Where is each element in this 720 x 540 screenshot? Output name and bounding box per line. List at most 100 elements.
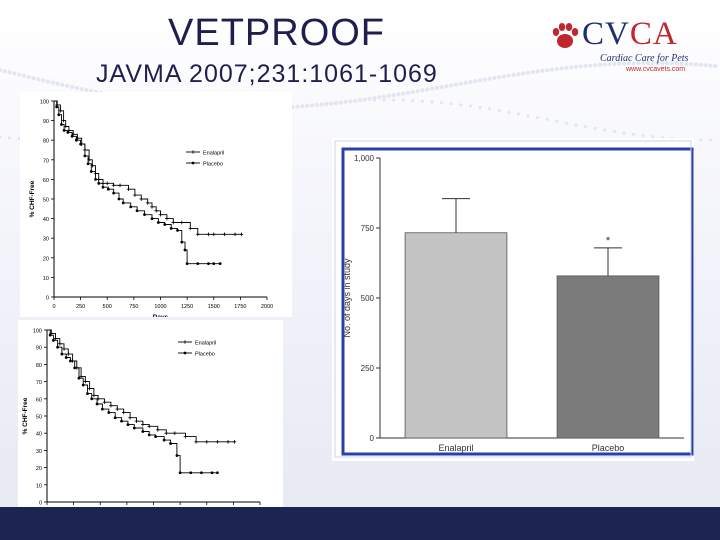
km-series-line-placebo bbox=[47, 329, 218, 474]
km-point-placebo bbox=[143, 213, 146, 217]
km-point-enalapril bbox=[195, 232, 200, 237]
y-tick-label: 50 bbox=[36, 415, 42, 421]
y-tick-label: 500 bbox=[361, 294, 375, 303]
km-point-enalapril bbox=[150, 205, 154, 209]
y-tick-label: 30 bbox=[36, 449, 42, 455]
y-axis-label: % CHF-Free bbox=[29, 180, 36, 217]
km-point-enalapril bbox=[83, 379, 88, 384]
km-point-enalapril bbox=[211, 232, 216, 237]
legend-marker bbox=[191, 161, 195, 165]
km-point-placebo bbox=[112, 191, 116, 195]
km-point-placebo bbox=[62, 129, 66, 132]
km-point-enalapril bbox=[53, 336, 58, 341]
km-point-enalapril bbox=[147, 424, 152, 429]
x-tick-label: 500 bbox=[103, 304, 112, 310]
km-point-placebo bbox=[200, 471, 203, 475]
km-point-placebo bbox=[86, 162, 90, 166]
logo-wordmark-main: CV bbox=[582, 16, 630, 52]
km-point-enalapril bbox=[61, 118, 66, 123]
km-point-enalapril bbox=[105, 181, 110, 186]
citation-subtitle: JAVMA 2007;231:1061-1069 bbox=[96, 60, 438, 88]
km-point-placebo bbox=[175, 454, 179, 457]
y-tick-label: 40 bbox=[43, 217, 49, 223]
km-point-enalapril bbox=[188, 226, 193, 231]
km-point-enalapril bbox=[128, 415, 132, 420]
km-point-placebo bbox=[73, 366, 77, 370]
km-point-enalapril bbox=[92, 393, 96, 398]
km-point-placebo bbox=[95, 402, 99, 406]
km-point-enalapril bbox=[155, 427, 160, 432]
km-point-placebo bbox=[169, 442, 172, 445]
bar-chart: 0 250 500 750 1,000 No. of days in study Enala… bbox=[334, 140, 694, 458]
y-tick-label: 0 bbox=[39, 501, 42, 507]
y-tick-label: 20 bbox=[43, 256, 49, 262]
km-point-placebo bbox=[129, 205, 133, 209]
km-point-enalapril bbox=[164, 431, 169, 435]
km-point-enalapril bbox=[87, 386, 92, 391]
km-point-placebo bbox=[141, 430, 145, 433]
km-point-placebo bbox=[178, 471, 182, 475]
footer-bar bbox=[0, 507, 720, 540]
km-point-enalapril bbox=[121, 410, 126, 415]
km-point-placebo bbox=[113, 416, 117, 420]
km-point-enalapril bbox=[134, 419, 139, 423]
km-point-placebo bbox=[216, 471, 219, 475]
y-tick-label: 0 bbox=[46, 296, 49, 302]
x-tick-label: 1750 bbox=[234, 304, 246, 310]
km-point-placebo bbox=[132, 426, 136, 430]
km-point-placebo bbox=[183, 248, 187, 252]
km-point-placebo bbox=[169, 227, 173, 230]
y-axis-label: No. of days in study bbox=[342, 258, 352, 338]
km-point-enalapril bbox=[173, 431, 177, 435]
km-point-placebo bbox=[94, 178, 97, 181]
km-point-enalapril bbox=[233, 232, 237, 237]
km-point-placebo bbox=[57, 113, 61, 117]
y-tick-label: 30 bbox=[43, 237, 49, 243]
km-point-enalapril bbox=[165, 216, 169, 221]
km-point-enalapril bbox=[111, 183, 116, 188]
y-axis-label: % CHF-Free bbox=[22, 397, 29, 434]
y-tick-label: 20 bbox=[36, 466, 42, 472]
y-tick-label: 50 bbox=[43, 198, 49, 204]
km-point-placebo bbox=[218, 262, 222, 266]
y-tick-label: 80 bbox=[43, 139, 49, 145]
km-point-enalapril bbox=[139, 197, 144, 201]
logo-tagline: Cardiac Care for Pets bbox=[600, 53, 689, 64]
km-point-enalapril bbox=[180, 220, 184, 225]
km-point-placebo bbox=[196, 262, 200, 266]
page-title: VETPROOF bbox=[168, 12, 386, 54]
km-point-placebo bbox=[176, 228, 179, 232]
logo-wordmark-accent: CA bbox=[629, 16, 678, 52]
km-point-enalapril bbox=[57, 341, 62, 346]
km-series-line-enalapril bbox=[47, 329, 235, 443]
bar-enalapril bbox=[404, 232, 508, 439]
km-point-enalapril bbox=[109, 403, 113, 408]
km-point-enalapril bbox=[133, 193, 137, 197]
km-point-enalapril bbox=[239, 232, 244, 237]
km-point-placebo bbox=[89, 170, 93, 173]
km-point-placebo bbox=[51, 338, 55, 342]
km-point-enalapril bbox=[232, 440, 237, 444]
y-tick-label: 750 bbox=[361, 224, 375, 233]
km-point-placebo bbox=[97, 181, 101, 185]
y-tick-label: 60 bbox=[43, 178, 49, 184]
km-point-placebo bbox=[156, 221, 160, 224]
y-tick-label: 0 bbox=[370, 434, 375, 443]
km-series-line-placebo bbox=[54, 100, 221, 265]
y-tick-label: 70 bbox=[43, 158, 49, 164]
km-point-enalapril bbox=[158, 212, 163, 217]
x-tick-label: 0 bbox=[52, 304, 55, 310]
km-point-placebo bbox=[117, 197, 121, 201]
km-point-placebo bbox=[207, 262, 210, 266]
x-tick-label: 1500 bbox=[208, 304, 220, 310]
x-category-label-enalapril: Enalapril bbox=[438, 443, 473, 453]
km-point-placebo bbox=[162, 438, 166, 442]
y-tick-label: 60 bbox=[36, 397, 42, 403]
legend-label-enalapril: Enalapril bbox=[203, 151, 224, 157]
km-point-placebo bbox=[56, 345, 60, 349]
km-point-placebo bbox=[90, 397, 94, 401]
x-axis-label: Days bbox=[153, 314, 169, 317]
km-point-enalapril bbox=[154, 208, 159, 213]
km-point-placebo bbox=[77, 376, 81, 380]
